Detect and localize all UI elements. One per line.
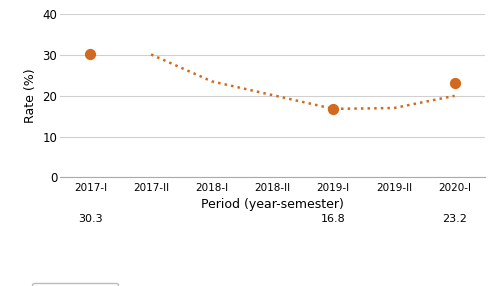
Point — [86, 51, 94, 56]
Legend: Hospital: Hospital — [32, 283, 118, 286]
Text: 23.2: 23.2 — [442, 214, 467, 225]
Point — [450, 80, 458, 85]
Point — [329, 107, 337, 111]
X-axis label: Period (year-semester): Period (year-semester) — [201, 198, 344, 211]
Text: 16.8: 16.8 — [321, 214, 345, 225]
Text: 30.3: 30.3 — [78, 214, 102, 225]
Y-axis label: Rate (%): Rate (%) — [24, 69, 37, 123]
